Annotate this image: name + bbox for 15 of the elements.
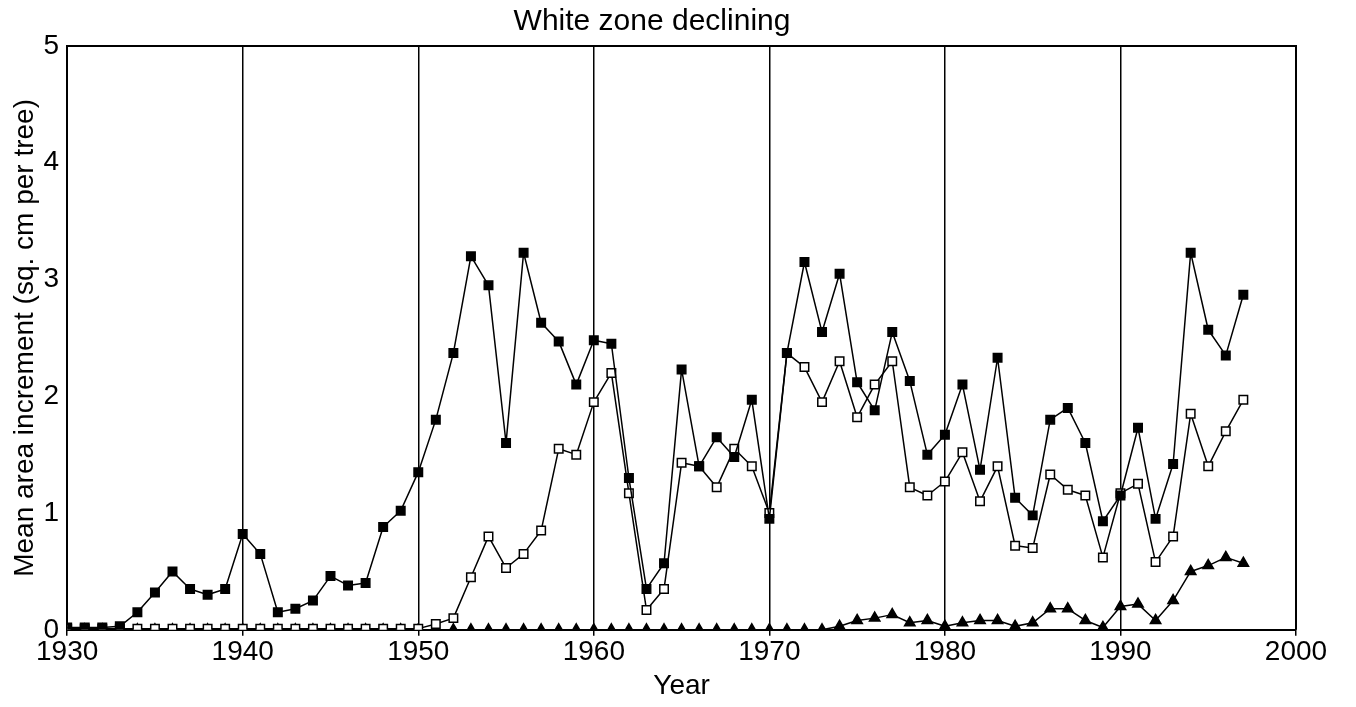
x-tick-label: 1990 — [1089, 635, 1152, 667]
x-tick-label: 1980 — [913, 635, 977, 667]
y-tick-label: 5 — [43, 28, 60, 60]
x-tick-label: 2000 — [1264, 635, 1328, 667]
y-axis-title: Mean area increment (sq. cm per tree) — [7, 99, 39, 577]
x-tick-label: 1940 — [211, 635, 274, 667]
y-tick-label: 3 — [43, 262, 60, 294]
y-tick-label: 1 — [43, 495, 60, 527]
x-tick-label: 1950 — [387, 635, 450, 667]
x-axis-title: Year — [653, 668, 710, 700]
x-tick-label: 1960 — [562, 635, 625, 667]
y-tick-label: 4 — [43, 145, 60, 177]
x-tick-label: 1970 — [738, 635, 801, 667]
chart-title: White zone declining — [513, 3, 791, 37]
y-tick-label: 2 — [43, 379, 60, 410]
